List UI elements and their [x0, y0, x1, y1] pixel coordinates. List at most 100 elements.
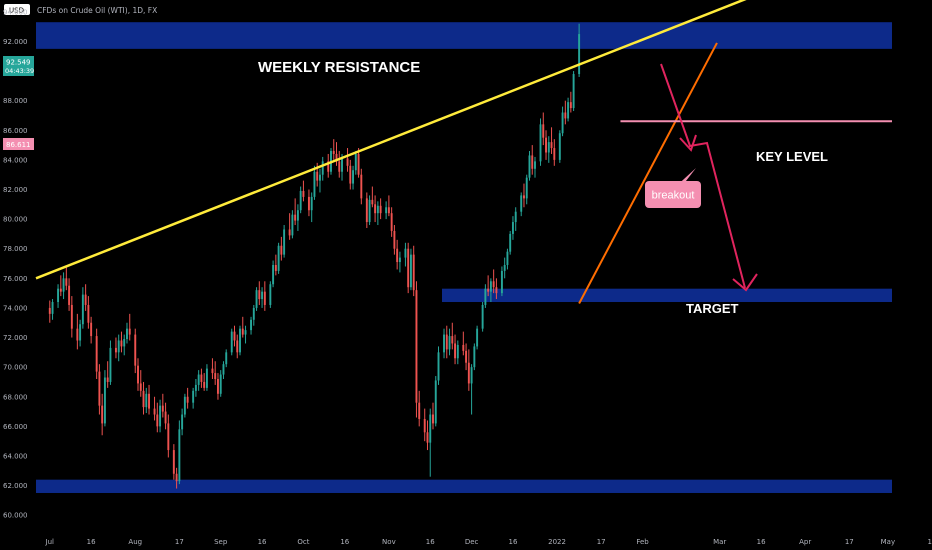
- candle-body-76: [294, 214, 297, 221]
- currency-badge[interactable]: [4, 4, 30, 15]
- candle-body-18: [106, 377, 109, 382]
- candle-body-156: [550, 142, 553, 149]
- candle-body-55: [225, 352, 228, 365]
- currency-label: USD: [9, 7, 24, 15]
- x-tick-label-7: 16: [340, 538, 349, 546]
- candle-body-100: [371, 199, 374, 205]
- candle-body-39: [175, 473, 178, 482]
- symbol-title: CFDs on Crude Oil (WTI), 1D, FX: [37, 6, 157, 15]
- candle-body-1: [51, 302, 54, 314]
- candle-body-145: [514, 211, 517, 223]
- candle-body-56: [230, 331, 233, 353]
- breakout-callout[interactable]: breakout: [645, 168, 701, 208]
- projection-arrows[interactable]: [660, 63, 758, 292]
- candle-body-133: [476, 328, 479, 347]
- candle-body-163: [572, 74, 575, 109]
- candle-body-61: [244, 330, 247, 335]
- zone-1: [442, 288, 932, 303]
- y-tick-label-6: 82.000: [3, 186, 28, 194]
- candle-body-157: [553, 148, 556, 160]
- trendline-resistance[interactable]: [35, 0, 800, 280]
- candle-body-91: [341, 158, 343, 172]
- candle-body-103: [379, 205, 382, 214]
- trendline-support[interactable]: [578, 42, 718, 304]
- x-tick-label-0: Jul: [45, 538, 55, 546]
- x-tick-label-6: Oct: [297, 538, 309, 546]
- candle-body-161: [567, 102, 570, 119]
- candle-body-51: [214, 373, 217, 379]
- candle-body-86: [327, 161, 330, 172]
- candle-body-159: [561, 112, 564, 134]
- candle-body-25: [128, 328, 131, 335]
- candle-body-138: [492, 281, 495, 288]
- candle-body-35: [161, 405, 164, 412]
- candle-body-64: [255, 290, 258, 308]
- candle-body-158: [558, 133, 561, 160]
- candle-body-109: [398, 257, 401, 263]
- key-level-price-badge-bg: [3, 138, 34, 150]
- candle-countdown: 04:43:39: [5, 67, 34, 75]
- candle-body-97: [360, 174, 363, 199]
- candle-body-72: [280, 245, 283, 255]
- candle-body-84: [318, 174, 321, 181]
- candle-body-24: [126, 328, 128, 340]
- x-tick-label-10: Dec: [465, 538, 479, 546]
- y-tick-label-12: 70.000: [3, 364, 28, 372]
- candle-body-125: [451, 336, 454, 344]
- candle-body-126: [454, 343, 457, 359]
- candle-body-142: [506, 251, 509, 265]
- candle-body-85: [321, 161, 324, 175]
- candle-body-81: [310, 196, 313, 211]
- candle-body-48: [203, 381, 206, 388]
- current-price-value: 92.549: [6, 59, 31, 67]
- candle-body-42: [183, 396, 186, 415]
- x-tick-label-12: 2022: [548, 538, 566, 546]
- candle-body-118: [429, 414, 432, 443]
- price-axis[interactable]: [892, 0, 932, 530]
- y-tick-label-10: 74.000: [3, 304, 28, 312]
- candle-body-38: [172, 450, 175, 474]
- candle-body-83: [316, 171, 319, 181]
- candle-body-93: [349, 165, 352, 184]
- candle-body-68: [269, 284, 272, 305]
- candle-body-144: [511, 222, 514, 234]
- candle-body-148: [525, 177, 528, 199]
- y-tick-label-16: 62.000: [3, 482, 28, 490]
- candle-body-73: [283, 229, 286, 255]
- candle-body-98: [365, 198, 368, 223]
- candle-body-122: [443, 334, 445, 353]
- x-tick-label-13: 17: [597, 538, 606, 546]
- candle-body-134: [481, 304, 484, 329]
- candle-body-62: [250, 319, 253, 331]
- candle-body-111: [407, 248, 410, 288]
- candle-body-88: [332, 151, 335, 154]
- candle-body-44: [192, 390, 195, 403]
- key-level-label: KEY LEVEL: [756, 149, 828, 164]
- candle-body-155: [547, 142, 550, 153]
- candle-body-107: [393, 230, 396, 249]
- candle-body-119: [432, 414, 434, 424]
- candle-body-151: [534, 161, 536, 169]
- candle-body-137: [489, 281, 492, 292]
- candle-body-120: [434, 380, 437, 424]
- candle-body-26: [134, 334, 137, 366]
- candle-body-78: [299, 190, 302, 211]
- candles-layer: [48, 23, 581, 489]
- candle-body-47: [200, 374, 203, 382]
- candle-body-121: [437, 352, 440, 381]
- candle-body-46: [197, 374, 200, 385]
- x-tick-label-8: Nov: [382, 538, 396, 546]
- x-tick-label-15: Mar: [713, 538, 726, 546]
- x-tick-label-4: Sep: [214, 538, 228, 546]
- candle-body-65: [258, 290, 261, 300]
- x-tick-label-14: Feb: [636, 538, 649, 546]
- candle-body-108: [396, 248, 399, 263]
- candle-body-149: [528, 155, 531, 178]
- candle-body-146: [520, 195, 523, 212]
- x-tick-label-3: 17: [175, 538, 184, 546]
- candle-body-28: [139, 383, 142, 391]
- candle-body-10: [81, 294, 84, 325]
- y-tick-label-14: 66.000: [3, 423, 28, 431]
- candle-body-8: [76, 328, 79, 341]
